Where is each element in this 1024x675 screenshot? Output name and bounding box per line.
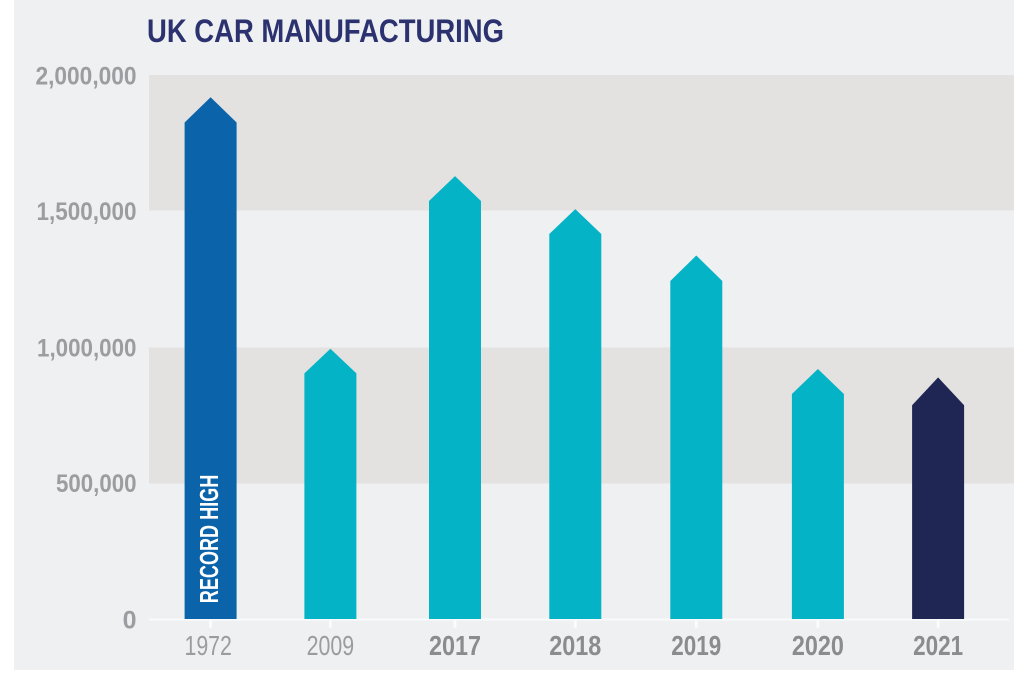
svg-text:500,000: 500,000 <box>56 470 137 498</box>
svg-text:2018: 2018 <box>549 630 601 661</box>
svg-text:1,000,000: 1,000,000 <box>37 334 137 362</box>
svg-text:2,000,000: 2,000,000 <box>36 62 137 90</box>
svg-text:1972: 1972 <box>184 630 232 661</box>
svg-text:1,500,000: 1,500,000 <box>37 198 137 226</box>
svg-text:2009: 2009 <box>307 630 355 661</box>
svg-text:UK CAR MANUFACTURING: UK CAR MANUFACTURING <box>147 13 504 49</box>
svg-text:2017: 2017 <box>429 630 481 661</box>
svg-text:2020: 2020 <box>792 630 844 661</box>
svg-text:RECORD HIGH: RECORD HIGH <box>196 475 224 604</box>
svg-text:0: 0 <box>123 607 137 635</box>
svg-text:2019: 2019 <box>671 630 721 661</box>
svg-text:2021: 2021 <box>913 630 963 661</box>
